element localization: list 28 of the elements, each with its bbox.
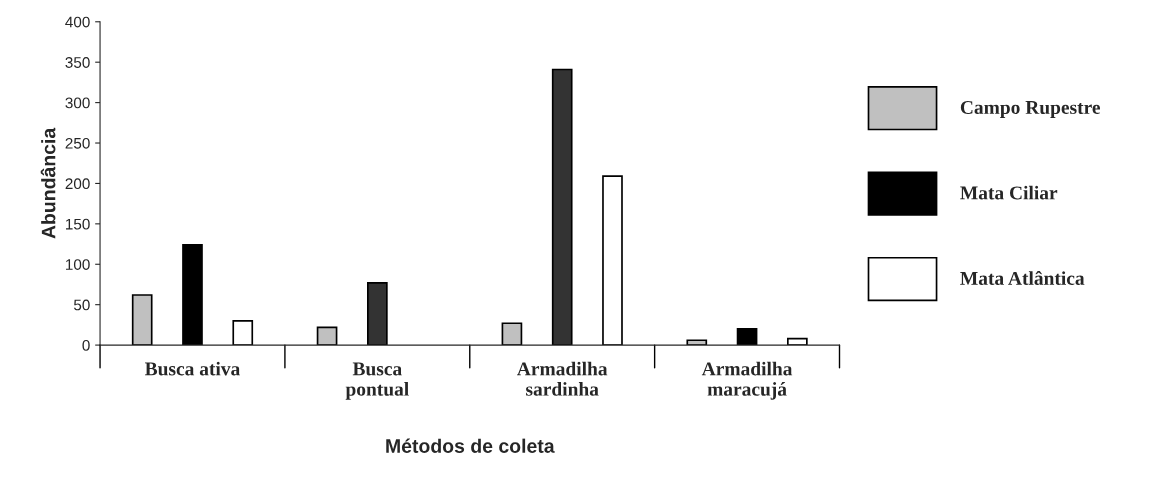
y-tick-label: 100: [66, 259, 90, 270]
x-tick-label: Busca pontual: [345, 362, 409, 400]
y-tick-label: 350: [65, 57, 90, 68]
bar: [501, 322, 523, 346]
bar: [367, 282, 388, 346]
x-tick-label: Busca ativa: [145, 361, 240, 376]
y-axis-title: Abundância: [40, 127, 56, 239]
x-tick-label: Armadilha sardinha: [517, 361, 608, 396]
x-axis-title: Métodos de coleta: [386, 438, 555, 453]
legend-label: Mata Ciliar: [960, 185, 1058, 200]
y-tick-label: 200: [65, 178, 90, 190]
y-tick-label: 400: [65, 16, 90, 28]
y-tick-label: 150: [66, 218, 90, 230]
legend-label: Campo Rupestre: [960, 100, 1101, 118]
y-tick-label: 50: [73, 299, 90, 311]
bar: [736, 328, 758, 346]
y-tick-label: 0: [82, 339, 90, 351]
legend-label: Mata Atlântica: [960, 271, 1085, 285]
bar: [602, 175, 623, 346]
bar: [182, 244, 203, 346]
bar: [551, 68, 573, 346]
y-tick-label: 300: [65, 97, 90, 109]
y-tick-label: 250: [65, 137, 90, 149]
bar: [232, 320, 254, 346]
bar: [686, 339, 708, 346]
bar: [131, 294, 153, 346]
bar: [316, 326, 338, 346]
x-tick-label: Armadilha maracujá: [701, 361, 793, 400]
